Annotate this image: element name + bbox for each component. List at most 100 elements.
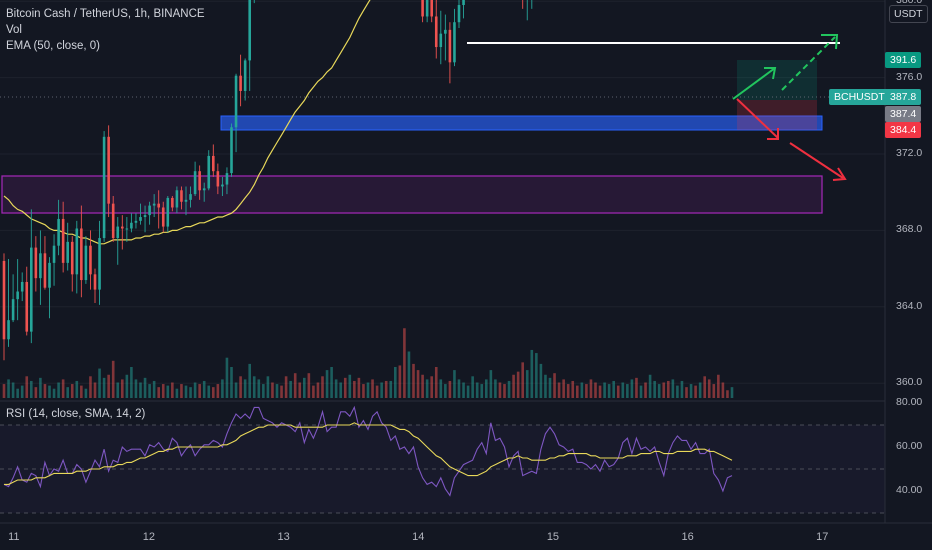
candle-body bbox=[111, 203, 115, 239]
volume-bar bbox=[544, 374, 547, 398]
candle bbox=[212, 144, 215, 177]
volume-bar bbox=[562, 379, 565, 398]
target-price-tag: 391.6 bbox=[885, 52, 922, 68]
candle bbox=[230, 123, 233, 177]
candle-body bbox=[107, 136, 110, 204]
candle-body bbox=[2, 260, 6, 340]
volume-bar bbox=[93, 382, 97, 398]
candle-body bbox=[180, 190, 183, 202]
candle bbox=[16, 259, 19, 321]
candle bbox=[52, 234, 56, 286]
rsi-tick-label: 80.00 bbox=[896, 396, 923, 408]
candle-body bbox=[134, 220, 138, 223]
arrow-down-long[interactable] bbox=[789, 142, 844, 179]
candle bbox=[434, 0, 438, 59]
candle bbox=[139, 203, 142, 225]
candle bbox=[84, 236, 88, 284]
volume-bar bbox=[339, 382, 342, 398]
volume-bar bbox=[248, 363, 251, 398]
volume-bar bbox=[384, 380, 388, 398]
volume-bar bbox=[667, 380, 670, 398]
candle bbox=[34, 236, 38, 292]
candle bbox=[148, 201, 151, 225]
arrow-up-short[interactable] bbox=[732, 67, 776, 100]
candle bbox=[25, 266, 29, 336]
candle bbox=[425, 0, 429, 23]
candle-body bbox=[89, 245, 92, 275]
volume-bar bbox=[712, 384, 716, 398]
candle bbox=[48, 257, 51, 319]
price-tick-label: 372.0 bbox=[896, 147, 923, 159]
candle bbox=[207, 150, 211, 191]
candle-body bbox=[75, 228, 79, 275]
volume-bar bbox=[398, 365, 402, 398]
symbol-tag: BCHUSDT bbox=[829, 89, 890, 105]
candle-body bbox=[462, 0, 465, 6]
volume-bar bbox=[198, 384, 201, 398]
arrow-up-long[interactable] bbox=[781, 36, 836, 91]
volume-bar bbox=[362, 384, 365, 398]
volume-bar bbox=[57, 382, 60, 398]
candle bbox=[430, 0, 433, 23]
volume-bar bbox=[152, 380, 156, 398]
candle bbox=[107, 125, 110, 218]
candle bbox=[11, 274, 15, 323]
volume-bar bbox=[539, 363, 543, 398]
volume-bar bbox=[403, 328, 406, 398]
volume-bar bbox=[394, 367, 397, 398]
volume-bar bbox=[407, 351, 411, 398]
position-loss-box[interactable] bbox=[737, 100, 817, 130]
position-profit-box[interactable] bbox=[737, 60, 817, 100]
price-tick-label: 368.0 bbox=[896, 223, 923, 236]
volume-bar bbox=[498, 382, 502, 398]
price-tick-label: 364.0 bbox=[896, 299, 923, 312]
candles bbox=[2, 0, 533, 361]
volume-bar bbox=[680, 380, 684, 398]
volume-bar bbox=[639, 385, 643, 398]
candle bbox=[152, 194, 156, 218]
arrow-down-short-head bbox=[767, 128, 779, 140]
volume-bar bbox=[134, 379, 138, 398]
volume-bar bbox=[585, 384, 588, 398]
arrow-down-short[interactable] bbox=[736, 98, 779, 139]
candle bbox=[20, 272, 24, 302]
candle-body bbox=[7, 320, 10, 340]
volume-bar bbox=[207, 385, 211, 398]
volume-bar bbox=[16, 388, 19, 398]
candle-body bbox=[444, 29, 447, 34]
demand-zone-purple[interactable] bbox=[1, 175, 823, 214]
candle bbox=[2, 253, 6, 361]
volume-bar bbox=[284, 376, 288, 398]
volume-bar bbox=[621, 382, 625, 398]
candle-body bbox=[39, 253, 42, 279]
volume-legend: Vol bbox=[6, 24, 22, 36]
volume-bar bbox=[89, 376, 92, 398]
candle bbox=[157, 190, 160, 229]
candle bbox=[448, 22, 452, 84]
candle-body bbox=[161, 207, 165, 227]
candle bbox=[70, 236, 74, 292]
volume-bar bbox=[421, 374, 424, 398]
candle-body bbox=[439, 33, 443, 48]
volume-bar bbox=[243, 379, 247, 398]
candle-body bbox=[234, 75, 238, 128]
volume-bar bbox=[2, 384, 6, 398]
candle-body bbox=[434, 16, 438, 48]
candle bbox=[234, 73, 238, 153]
candle-body bbox=[207, 155, 211, 189]
currency-button[interactable]: USDT bbox=[889, 5, 928, 23]
volume-bar bbox=[139, 382, 142, 398]
volume-bar bbox=[730, 387, 734, 398]
volume-bar bbox=[316, 382, 320, 398]
candle-body bbox=[198, 171, 201, 191]
candle-body bbox=[230, 127, 233, 174]
support-zone-blue[interactable] bbox=[220, 115, 823, 131]
candle-body bbox=[212, 155, 215, 172]
volume-bar bbox=[453, 370, 456, 398]
candle bbox=[457, 0, 461, 28]
date-tick-label: 15 bbox=[546, 531, 560, 543]
volume-bar bbox=[389, 380, 393, 398]
candle-body bbox=[457, 5, 461, 23]
volume-bar bbox=[494, 379, 497, 398]
